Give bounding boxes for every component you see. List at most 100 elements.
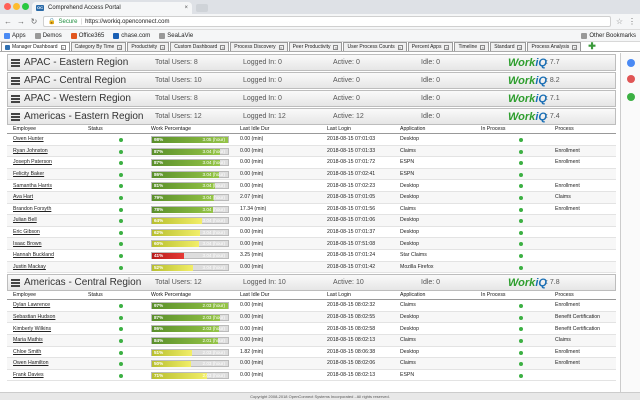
region-header[interactable]: Americas - Eastern Region Total Users: 12… [7,108,616,125]
back-icon[interactable]: ← [4,17,12,26]
app-tab[interactable]: Percent Apps × [407,42,454,51]
maximize-window-icon[interactable] [22,3,29,10]
bookmark-demos[interactable]: Demos [34,32,62,39]
table-row[interactable]: Owen Hamilton 50% 2.03 (hour) 0.00 (min) 201… [7,358,616,370]
forward-icon[interactable]: → [17,17,25,26]
table-row[interactable]: Julian Bell 64% 3.04 (hour) 0.00 (min) 2018-… [7,215,616,227]
bookmark-office365[interactable]: Office365 [70,32,104,39]
close-tab-icon[interactable]: × [572,44,578,50]
menu-icon[interactable] [11,112,20,121]
close-tab-icon[interactable]: × [444,44,450,50]
other-bookmarks[interactable]: Other Bookmarks [581,32,636,39]
close-tab-icon[interactable]: × [220,44,226,50]
employee-link[interactable]: Maria Mathis [13,337,43,344]
employee-link[interactable]: Frank Davies [13,371,44,378]
app-tab[interactable]: User Process Counts × [343,42,407,51]
region-header[interactable]: Americas - Central Region Total Users: 12… [7,274,616,292]
table-row[interactable]: Maria Mathis 84% 2.01 (hour) 0.00 (min) 2018… [7,334,616,347]
bookmark-chase[interactable]: chase.com [113,32,150,39]
employee-link[interactable]: Eric Gibson [13,229,40,236]
employee-link[interactable]: Kimberly Wilkins [13,325,52,332]
region-header[interactable]: APAC - Western Region Total Users: 8 Logge… [7,90,616,107]
region-header[interactable]: APAC - Eastern Region Total Users: 8 Logge… [7,54,616,71]
table-row[interactable]: Kimberly Wilkins 86% 2.03 (hour) 0.00 (min)… [7,323,616,335]
menu-icon[interactable] [11,76,20,85]
employee-link[interactable]: Justin Mackay [13,263,46,270]
column-header[interactable]: Application [400,126,426,132]
employee-link[interactable]: Julian Bell [13,217,37,224]
menu-icon[interactable] [11,58,20,67]
app-tab[interactable]: Process Analysis × [527,42,582,51]
refresh-icon[interactable] [627,59,635,67]
table-row[interactable]: Dylan Lawrence 97% 2.03 (hour) 0.00 (min) 20… [7,300,616,312]
column-header[interactable]: Last Login [327,292,351,299]
add-tab-icon[interactable]: ✚ [588,41,596,51]
close-tab-icon[interactable]: × [480,44,486,50]
table-row[interactable]: Samantha Harris 81% 3.04 (hour) 0.00 (min) 2… [7,180,616,192]
employee-link[interactable]: Samantha Harris [13,182,52,189]
column-header[interactable]: Status [88,292,103,299]
close-tab-icon[interactable]: × [184,5,188,11]
employee-link[interactable]: Ryan Johnston [13,147,48,154]
employee-link[interactable]: Isaac Brown [13,240,42,247]
table-row[interactable]: Chloe Smith 51% 2.03 (hour) 1.82 (min) 2018-… [7,347,616,359]
url-input[interactable]: 🔒 Secure | https://workiq.openconnect.co… [43,16,611,27]
column-header[interactable]: In Process [481,292,506,299]
table-row[interactable]: Isaac Brown 60% 3.04 (hour) 0.00 (min) 2018-… [7,238,616,250]
employee-link[interactable]: Owen Hunter [13,136,44,143]
alert-icon[interactable] [627,75,635,83]
table-row[interactable]: Hannah Buckland 41% 3.04 (hour) 3.25 (min) 2… [7,250,616,262]
employee-link[interactable]: Ava Hart [13,194,34,201]
reload-icon[interactable]: ↻ [30,17,38,26]
column-header[interactable]: Last Idle Dur [240,126,270,132]
table-row[interactable]: Sebastian Hudson 87% 2.03 (hour) 0.00 (min)… [7,311,616,324]
employee-link[interactable]: Hannah Buckland [13,252,54,259]
table-row[interactable]: Felicity Baker 86% 3.04 (hour) 0.00 (min) 20… [7,168,616,181]
employee-link[interactable]: Brandon Forsyth [13,205,52,212]
app-tab[interactable]: Custom Dashboard × [170,42,230,51]
close-tab-icon[interactable]: × [278,44,284,50]
browser-tab[interactable]: OC Comprehend Access Portal × [32,2,192,14]
close-tab-icon[interactable]: × [160,44,166,50]
region-header[interactable]: APAC - Central Region Total Users: 10 Logg… [7,72,616,89]
bookmark-sealavie[interactable]: SeaLaVie [159,32,193,39]
table-row[interactable]: Justin Mackay 52% 3.04 (hour) 0.00 (min) 201… [7,261,616,274]
column-header[interactable]: Employee [13,292,37,299]
column-header[interactable]: Process [555,126,574,132]
column-header[interactable]: Work Percentage [151,126,191,132]
app-tab[interactable]: Process Discovery × [230,42,288,51]
status-icon[interactable] [627,93,635,101]
close-tab-icon[interactable]: × [397,44,403,50]
column-header[interactable]: Last Idle Dur [240,292,270,299]
new-tab-button[interactable] [196,4,208,12]
app-tab[interactable]: Productivity × [127,42,170,51]
table-row[interactable]: Eric Gibson 62% 3.04 (hour) 0.00 (min) 2018-… [7,227,616,239]
employee-link[interactable]: Dylan Lawrence [13,302,51,309]
close-tab-icon[interactable]: × [333,44,339,50]
close-tab-icon[interactable]: × [117,44,123,50]
column-header[interactable]: Work Percentage [151,292,191,299]
employee-link[interactable]: Joseph Paterson [13,159,52,166]
table-row[interactable]: Frank Davies 71% 2.03 (hour) 0.00 (min) 2018… [7,370,616,382]
table-row[interactable]: Joseph Paterson 87% 3.04 (hour) 0.00 (min) 2… [7,157,616,169]
employee-link[interactable]: Chloe Smith [13,348,42,355]
column-header[interactable]: Employee [13,126,37,132]
table-row[interactable]: Ava Hart 79% 3.04 (hour) 2.07 (min) 2018-08-… [7,191,616,204]
minimize-window-icon[interactable] [13,3,20,10]
menu-icon[interactable] [11,94,20,103]
menu-icon[interactable] [11,278,20,287]
close-window-icon[interactable] [4,3,11,10]
employee-link[interactable]: Felicity Baker [13,171,45,178]
column-header[interactable]: Process [555,292,574,299]
employee-link[interactable]: Sebastian Hudson [13,314,56,321]
app-tab[interactable]: Manager Dashboard × [1,42,70,51]
app-tab[interactable]: Standard × [490,42,527,51]
table-row[interactable]: Ryan Johnston 87% 3.04 (hour) 0.00 (min) 201… [7,145,616,158]
employee-link[interactable]: Owen Hamilton [13,360,49,367]
bookmark-apps[interactable]: Apps [4,32,26,39]
column-header[interactable]: Last Login [327,126,351,132]
column-header[interactable]: Status [88,126,103,132]
close-tab-icon[interactable]: × [517,44,523,50]
bookmark-star-icon[interactable]: ☆ [615,17,623,26]
table-row[interactable]: Brandon Forsyth 78% 3.04 (hour) 17.34 (min)… [7,204,616,216]
